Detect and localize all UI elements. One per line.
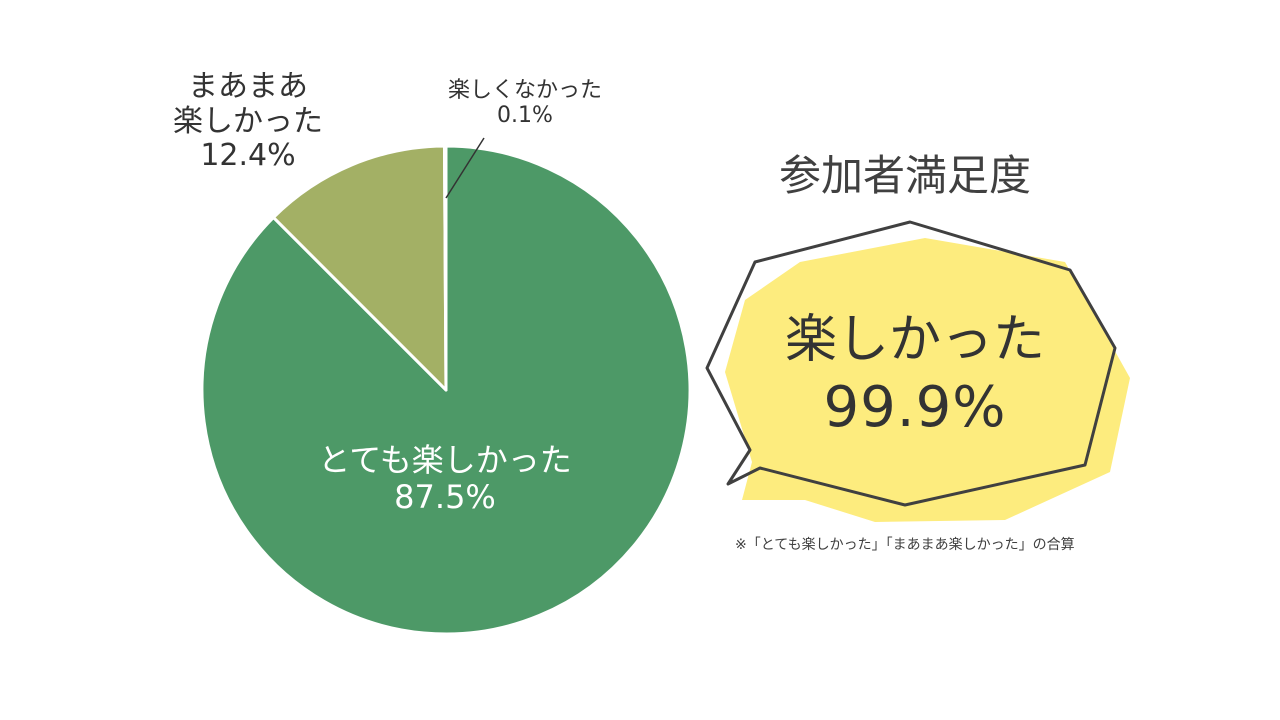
speech-bubble-outline [705,220,1117,507]
callout-label: 楽しかった [784,310,1045,370]
pie-slice-high [200,144,692,636]
callout-text: 楽しかった 99.9% [715,308,1115,443]
slice-label-mid-line2: 楽しかった [173,103,323,139]
chart-title: 参加者満足度 [778,151,1031,200]
pie-slice-mid [271,144,448,392]
slice-label-low-text: 楽しくなかった [447,78,602,103]
slice-value-low: 0.1% [497,103,553,129]
speech-bubble-fill [725,238,1130,522]
slice-value-high: 87.5% [394,477,496,516]
pie-slice-low [442,144,448,392]
slice-value-mid: 12.4% [200,138,296,173]
slice-label-mid: まあまあ 楽しかった 12.4% [128,69,368,174]
slice-label-low: 楽しくなかった 0.1% [410,78,640,129]
slice-label-high: とても楽しかった 87.5% [245,442,645,516]
slice-label-mid-line1: まあまあ [188,69,308,104]
footnote: ※「とても楽しかった」「まあまあ楽しかった」の合算 [735,537,1075,553]
callout-value: 99.9% [823,375,1007,440]
low-slice-leader-line [445,137,485,199]
slice-label-high-text: とても楽しかった [318,441,572,479]
